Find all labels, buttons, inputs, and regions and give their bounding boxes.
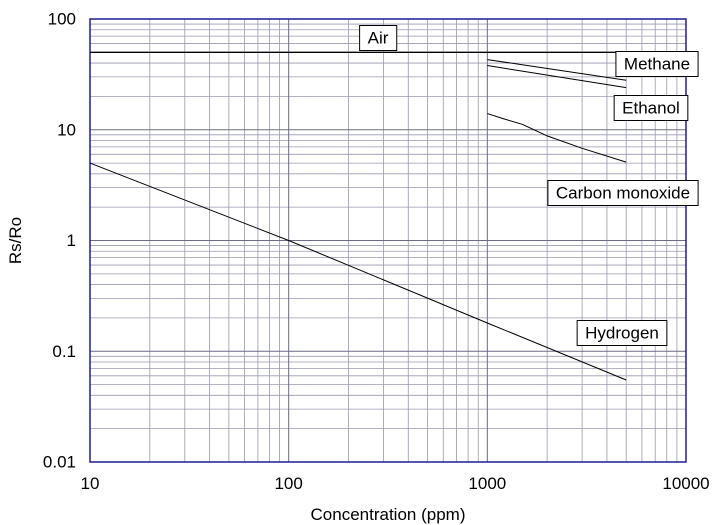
y-tick-labels: 0.01 0.1 1 10 100	[43, 10, 76, 472]
y-tick-label: 1	[67, 231, 76, 250]
y-axis-label: Rs/Ro	[6, 217, 25, 264]
ethanol-label-text: Ethanol	[622, 99, 680, 118]
plot-frame	[89, 18, 687, 463]
x-tick-label: 1000	[468, 474, 506, 493]
air-label: Air	[359, 25, 398, 51]
series-layer	[89, 51, 686, 381]
hydrogen-label-text: Hydrogen	[585, 324, 659, 343]
carbon-monoxide-line	[487, 113, 627, 163]
carbon-monoxide-label-box	[547, 180, 699, 206]
ethanol-label: Ethanol	[613, 95, 689, 121]
methane-label-box	[615, 51, 699, 77]
methane-label: Methane	[615, 51, 699, 77]
x-tick-label: 10	[81, 474, 100, 493]
carbon-monoxide-label: Carbon monoxide	[547, 180, 699, 206]
series-labels: Air Methane Ethanol Carbon monoxide Hydrogen	[359, 25, 699, 346]
hydrogen-label-box	[576, 320, 668, 346]
methane-label-text: Methane	[624, 55, 690, 74]
x-tick-label: 100	[274, 474, 302, 493]
hydrogen-label: Hydrogen	[576, 320, 668, 346]
x-tick-labels: 10 100 1000 10000	[81, 474, 710, 493]
ethanol-label-box	[613, 95, 689, 121]
y-tick-label: 0.01	[43, 453, 76, 472]
methane-line	[487, 59, 627, 81]
air-label-box	[359, 25, 398, 51]
y-tick-label: 100	[48, 10, 76, 29]
x-tick-label: 10000	[662, 474, 709, 493]
hydrogen-line	[89, 162, 627, 381]
ethanol-line	[487, 65, 627, 89]
y-tick-label: 0.1	[52, 342, 76, 361]
carbon-monoxide-label-text: Carbon monoxide	[556, 184, 690, 203]
air-label-text: Air	[368, 29, 389, 48]
x-axis-label: Concentration (ppm)	[311, 505, 466, 524]
y-tick-label: 10	[57, 120, 76, 139]
